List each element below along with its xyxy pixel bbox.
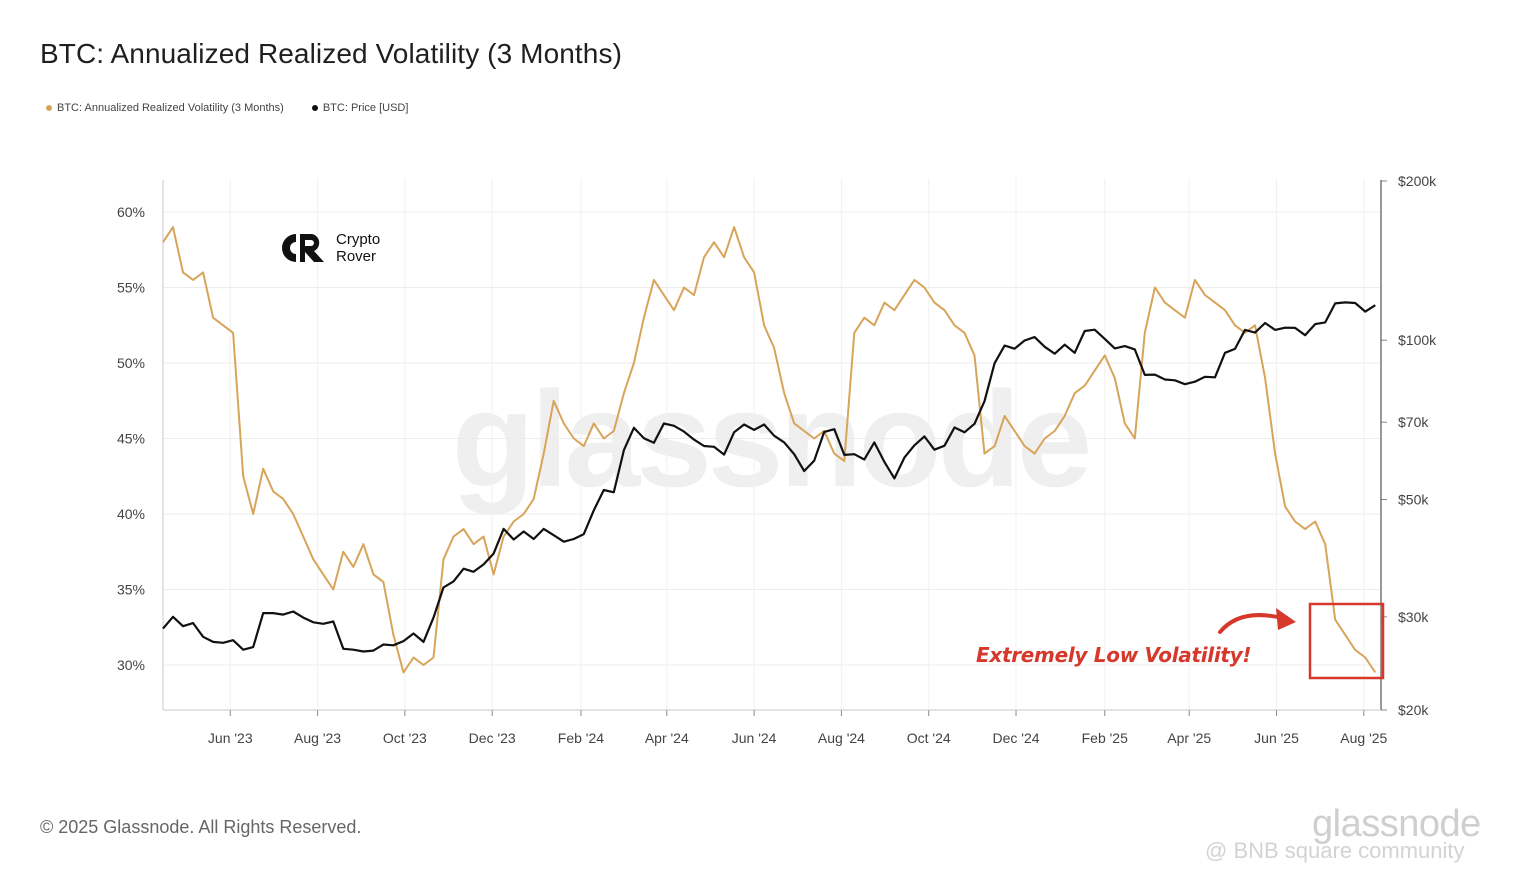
x-tick-label: Dec '24	[993, 730, 1040, 746]
y-left-tick-label: 35%	[117, 582, 145, 598]
y-left-tick-label: 50%	[117, 355, 145, 371]
y-right-tick-label: $100k	[1398, 332, 1437, 348]
crypto-rover-logo: Crypto Rover	[276, 230, 380, 266]
legend-item-price[interactable]: BTC: Price [USD]	[311, 102, 409, 114]
x-tick-label: Apr '25	[1167, 730, 1211, 746]
x-tick-label: Apr '24	[645, 730, 689, 746]
x-tick-label: Jun '25	[1254, 730, 1299, 746]
x-tick-label: Feb '24	[558, 730, 604, 746]
chart-series	[162, 226, 1377, 674]
legend-dot-volatility	[46, 105, 52, 111]
chart-annotations	[1218, 602, 1385, 680]
legend-dot-price	[311, 105, 318, 111]
x-tick-label: Oct '23	[383, 730, 427, 746]
page-title: BTC: Annualized Realized Volatility (3 M…	[40, 38, 622, 69]
chart-axes: 60% 55% 50% 45% 40% 35% 30% Jun '23 Aug '23 Oct '…	[117, 173, 1437, 746]
y-left-tick-label: 55%	[117, 280, 145, 296]
series-line-price	[162, 301, 1376, 653]
x-tick-label: Aug '24	[818, 730, 865, 746]
community-watermark: @ BNB square community	[1205, 838, 1465, 864]
crypto-rover-logo-icon	[282, 234, 324, 262]
y-right-tick-label: $50k	[1398, 491, 1429, 507]
legend-label-price: BTC: Price [USD]	[322, 102, 409, 114]
y-right-tick-label: $200k	[1398, 173, 1437, 189]
annotation-arrowhead-icon	[1276, 608, 1296, 630]
series-line-volatility	[162, 226, 1377, 674]
logo-text-line2: Rover	[336, 248, 377, 265]
chart-legend: BTC: Annualized Realized Volatility (3 M…	[46, 102, 408, 114]
y-right-tick-label: $30k	[1398, 609, 1429, 625]
x-tick-label: Aug '23	[294, 730, 341, 746]
community-watermark-text: @ BNB square community	[1205, 838, 1465, 863]
logo-text-line1: Crypto	[336, 231, 381, 248]
annotation-arrow-icon	[1218, 613, 1284, 634]
x-tick-label: Oct '24	[907, 730, 951, 746]
x-tick-label: Dec '23	[469, 730, 516, 746]
glassnode-footer-watermark: glassnode	[1312, 803, 1481, 845]
copyright-footer: © 2025 Glassnode. All Rights Reserved.	[40, 817, 362, 837]
chart-grid	[163, 178, 1381, 710]
y-left-tick-label: 45%	[117, 431, 145, 447]
y-left-tick-label: 60%	[117, 204, 145, 220]
y-right-tick-label: $70k	[1398, 414, 1429, 430]
annotation-highlight-box	[1308, 602, 1385, 680]
x-tick-label: Jun '23	[208, 730, 253, 746]
y-left-tick-label: 30%	[117, 657, 145, 673]
legend-item-volatility[interactable]: BTC: Annualized Realized Volatility (3 M…	[46, 102, 284, 114]
y-right-tick-label: $20k	[1398, 702, 1429, 718]
x-tick-label: Aug '25	[1340, 730, 1387, 746]
y-left-tick-label: 40%	[117, 506, 145, 522]
x-tick-label: Jun '24	[732, 730, 777, 746]
annotation-extremely-low-volatility: Extremely Low Volatility!	[976, 643, 1252, 667]
legend-label-volatility: BTC: Annualized Realized Volatility (3 M…	[57, 102, 284, 114]
x-tick-label: Feb '25	[1082, 730, 1128, 746]
